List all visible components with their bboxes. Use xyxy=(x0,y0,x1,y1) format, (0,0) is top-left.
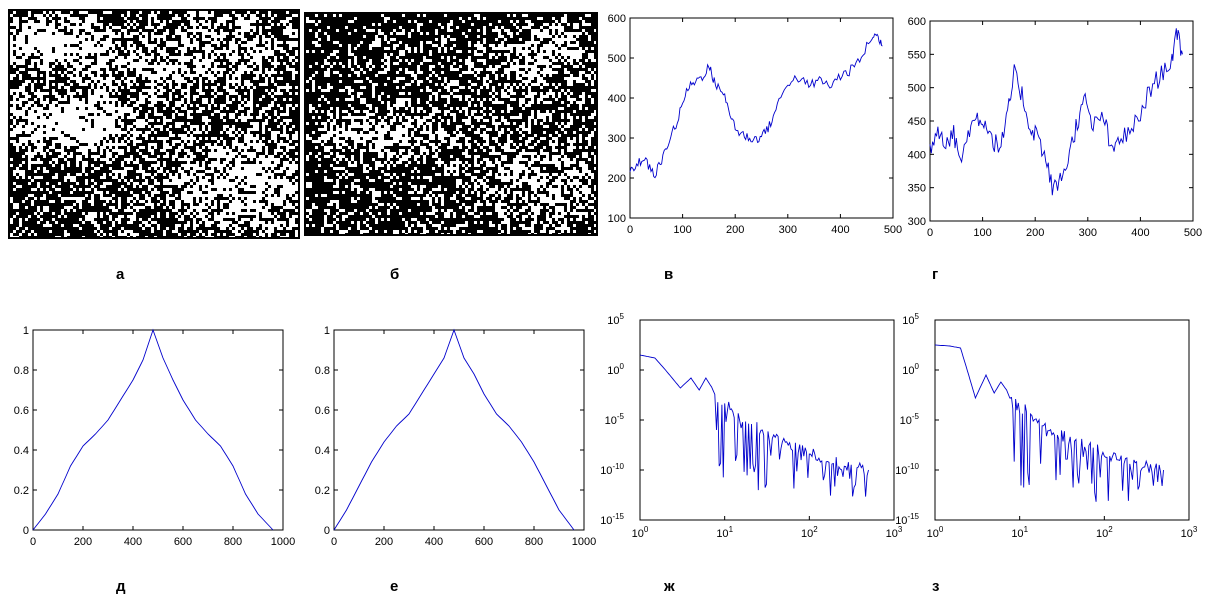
y-tick-label: 100 xyxy=(902,362,919,377)
y-tick-label: 0.8 xyxy=(14,365,29,377)
chart-z: 100 101 102 103 105 100 10-5 10-10 10-15 xyxy=(895,312,1198,540)
image-panel-a xyxy=(8,9,300,239)
x-tick-label: 1000 xyxy=(572,536,596,548)
x-tick-label: 400 xyxy=(1131,227,1149,239)
y-tick-label: 10-5 xyxy=(900,412,920,427)
caption-zh: ж xyxy=(664,578,675,595)
y-tick-label: 0 xyxy=(23,525,29,537)
caption-a: а xyxy=(116,266,125,283)
x-tick-label: 200 xyxy=(726,224,744,236)
binary-texture-b xyxy=(306,14,596,234)
x-tick-label: 800 xyxy=(224,536,242,548)
caption-d: д xyxy=(116,578,126,595)
y-tick-label: 500 xyxy=(608,53,626,65)
x-tick-label: 102 xyxy=(1096,525,1113,540)
caption-b: б xyxy=(390,266,400,283)
y-tick-label: 200 xyxy=(608,173,626,185)
chart-d: 0 200 400 600 800 1000 0 0.2 0.4 0.6 0.8 1 xyxy=(14,325,296,548)
plot-frame xyxy=(333,329,585,531)
series-line-d xyxy=(32,328,274,531)
y-tick-label: 0.6 xyxy=(315,405,330,417)
caption-z: з xyxy=(932,578,940,595)
series-line-z xyxy=(934,344,1164,502)
y-tick-label: 300 xyxy=(608,133,626,145)
x-tick-label: 100 xyxy=(632,525,649,540)
x-tick-label: 100 xyxy=(673,224,691,236)
y-tick-label: 10-10 xyxy=(895,462,919,477)
y-tick-label: 400 xyxy=(908,149,926,161)
y-tick-label: 0.2 xyxy=(315,485,330,497)
y-tick-label: 10-5 xyxy=(605,412,625,427)
x-tick-label: 500 xyxy=(1184,227,1202,239)
y-tick-label: 1 xyxy=(324,325,330,337)
x-tick-label: 101 xyxy=(716,525,733,540)
chart-g: 0 100 200 300 400 500 300 350 400 450 500 550 600 xyxy=(908,16,1203,239)
x-tick-label: 500 xyxy=(884,224,902,236)
plot-frame xyxy=(929,20,1194,222)
y-tick-label: 400 xyxy=(608,93,626,105)
y-tick-label: 300 xyxy=(908,216,926,228)
series-line-zh xyxy=(639,354,869,497)
y-tick-label: 0.4 xyxy=(14,445,29,457)
y-tick-label: 500 xyxy=(908,83,926,95)
y-tick-label: 10-10 xyxy=(600,462,624,477)
x-tick-label: 0 xyxy=(627,224,633,236)
x-tick-label: 400 xyxy=(425,536,443,548)
x-tick-label: 1000 xyxy=(271,536,295,548)
x-tick-label: 0 xyxy=(331,536,337,548)
y-tick-label: 550 xyxy=(908,49,926,61)
caption-e: е xyxy=(390,578,399,595)
plot-frame xyxy=(934,319,1190,521)
y-tick-label: 450 xyxy=(908,116,926,128)
y-tick-label: 0.8 xyxy=(315,365,330,377)
caption-v: в xyxy=(664,266,674,283)
y-tick-label: 100 xyxy=(608,213,626,225)
caption-g: г xyxy=(932,266,939,283)
x-tick-label: 400 xyxy=(831,224,849,236)
plot-frame xyxy=(32,329,284,531)
x-tick-label: 600 xyxy=(475,536,493,548)
x-tick-label: 400 xyxy=(124,536,142,548)
y-tick-label: 600 xyxy=(908,16,926,28)
x-tick-label: 800 xyxy=(525,536,543,548)
x-tick-label: 102 xyxy=(801,525,818,540)
x-tick-label: 101 xyxy=(1011,525,1028,540)
x-tick-label: 103 xyxy=(1181,525,1198,540)
x-tick-label: 0 xyxy=(30,536,36,548)
series-line-e xyxy=(333,328,575,531)
image-panel-b xyxy=(304,12,598,236)
y-tick-label: 0.4 xyxy=(315,445,330,457)
chart-zh: 100 101 102 103 105 100 10-5 10-10 10-15 xyxy=(600,312,903,540)
y-tick-label: 1 xyxy=(23,325,29,337)
y-tick-label: 105 xyxy=(607,312,624,327)
x-tick-label: 200 xyxy=(74,536,92,548)
x-tick-label: 103 xyxy=(886,525,903,540)
y-tick-label: 10-15 xyxy=(895,512,919,527)
x-tick-label: 300 xyxy=(1079,227,1097,239)
y-tick-label: 0.6 xyxy=(14,405,29,417)
x-tick-label: 200 xyxy=(1026,227,1044,239)
series-line-v xyxy=(629,33,883,179)
x-tick-label: 200 xyxy=(375,536,393,548)
y-tick-label: 10-15 xyxy=(600,512,624,527)
y-tick-label: 350 xyxy=(908,183,926,195)
x-tick-label: 600 xyxy=(174,536,192,548)
x-tick-label: 0 xyxy=(927,227,933,239)
binary-texture-a xyxy=(10,11,298,237)
x-tick-label: 300 xyxy=(779,224,797,236)
chart-e: 0 200 400 600 800 1000 0 0.2 0.4 0.6 0.8 1 xyxy=(315,325,597,548)
y-tick-label: 0.2 xyxy=(14,485,29,497)
x-tick-label: 100 xyxy=(927,525,944,540)
plot-frame xyxy=(629,17,894,219)
series-line-g xyxy=(929,28,1183,196)
plot-frame xyxy=(639,319,895,521)
y-tick-label: 100 xyxy=(607,362,624,377)
y-tick-label: 0 xyxy=(324,525,330,537)
x-tick-label: 100 xyxy=(973,227,991,239)
y-tick-label: 600 xyxy=(608,13,626,25)
y-tick-label: 105 xyxy=(902,312,919,327)
